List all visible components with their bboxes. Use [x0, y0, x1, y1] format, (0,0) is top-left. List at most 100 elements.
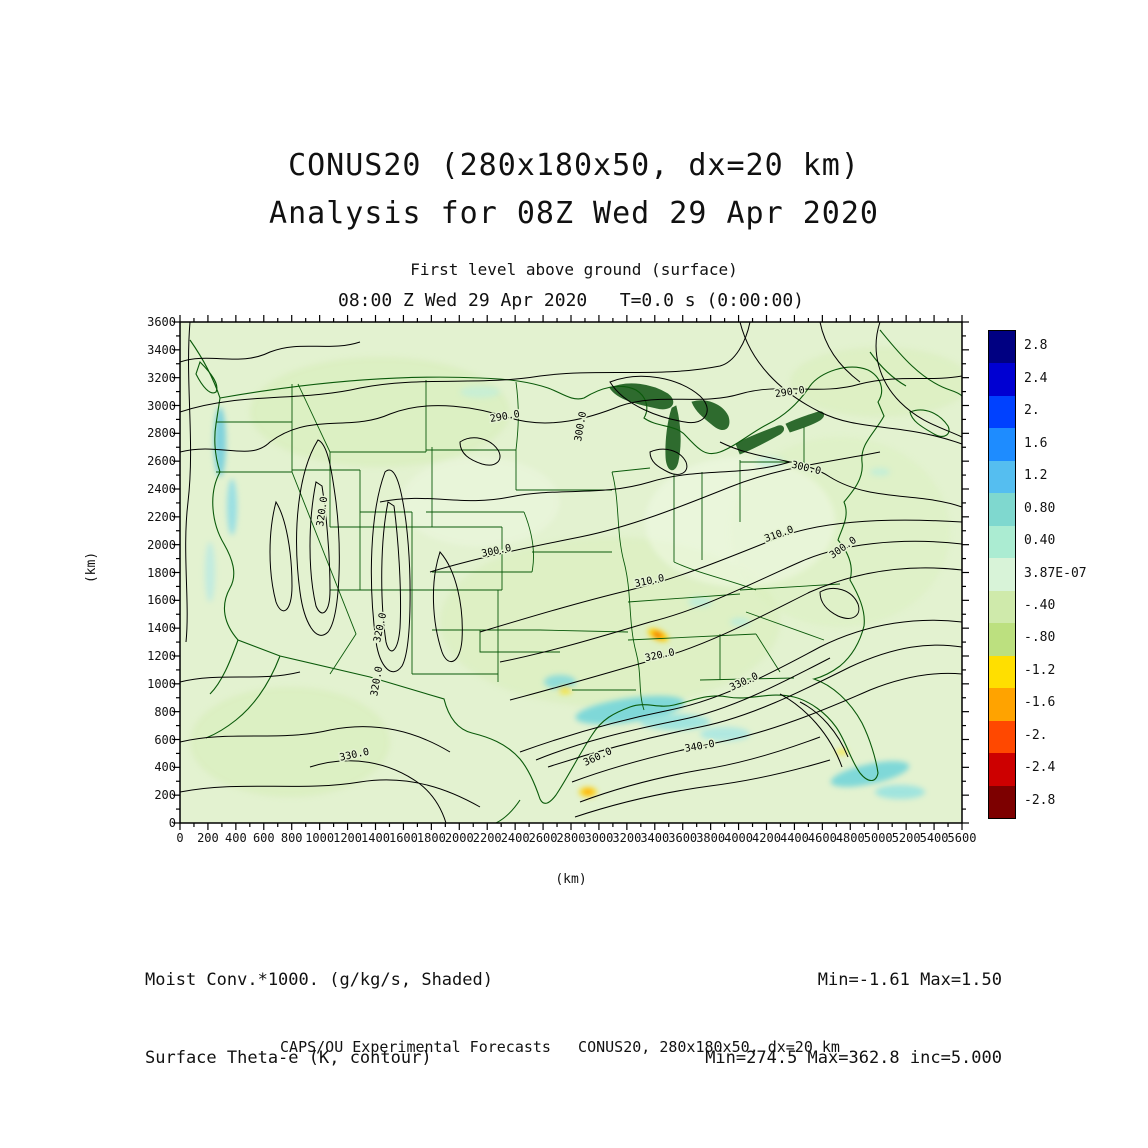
- colorbar-labels: 2.8 2.4 2. 1.6 1.2 0.80 0.40 3.87E-07 -.40 -.80 -1…: [1024, 330, 1114, 817]
- colorbar-tick-label: 2.: [1024, 403, 1040, 419]
- y-tick-label: 3400: [147, 342, 176, 357]
- colorbar-cell: [989, 720, 1015, 754]
- colorbar-tick-label: 1.6: [1024, 435, 1048, 451]
- x-tick-label: 1200: [333, 831, 363, 845]
- shaded-field-washes: [190, 347, 962, 797]
- theta-e-contours: [180, 322, 962, 823]
- state-borders: [216, 380, 841, 711]
- x-tick-label: 1600: [388, 831, 418, 845]
- colorbar-tick-label: -.40: [1024, 597, 1056, 613]
- y-tick-label: 1600: [147, 593, 176, 608]
- valid-time-line: 08:00 Z Wed 29 Apr 2020 T=0.0 s (0:00:00…: [338, 290, 804, 311]
- colorbar-cell: [989, 363, 1015, 396]
- x-tick-label: 3400: [640, 831, 670, 845]
- x-tick-label: 1800: [416, 831, 446, 845]
- y-tick-label: 1000: [147, 676, 176, 691]
- x-tick-label: 5600: [947, 831, 977, 845]
- footer-credit: CAPS/OU Experimental Forecasts CONUS20, …: [280, 1038, 840, 1056]
- y-tick-label: 800: [154, 704, 176, 719]
- x-tick-label: 5200: [891, 831, 921, 845]
- colorbar-cell: [989, 623, 1015, 656]
- colorbar-cell: [989, 590, 1015, 624]
- colorbar-tick-label: -1.2: [1024, 662, 1056, 678]
- shaded-field-label: Moist Conv.*1000. (g/kg/s, Shaded): [145, 970, 493, 990]
- x-tick-label: 4800: [835, 831, 865, 845]
- great-lakes: [609, 383, 824, 471]
- x-tick-label: 2800: [556, 831, 586, 845]
- x-tick-label: 400: [225, 831, 247, 845]
- colorbar-tick-label: 1.2: [1024, 468, 1048, 484]
- x-tick-label: 1000: [305, 831, 335, 845]
- y-tick-label: 1800: [147, 565, 176, 580]
- x-tick-label: 5400: [919, 831, 949, 845]
- colorbar-cell: [989, 655, 1015, 689]
- colorbar-cell: [989, 785, 1015, 819]
- y-tick-label: 2800: [147, 426, 176, 441]
- y-tick-label: 2000: [147, 537, 176, 552]
- colorbar-tick-label: 3.87E-07: [1024, 565, 1087, 581]
- x-tick-label: 0: [176, 831, 184, 845]
- x-tick-label: 4600: [807, 831, 837, 845]
- colorbar-tick-label: 0.40: [1024, 533, 1056, 549]
- x-tick-label: 4400: [779, 831, 809, 845]
- x-tick-label: 4200: [752, 831, 781, 845]
- y-tick-label: 2400: [147, 482, 176, 496]
- plot-subtitle: Analysis for 08Z Wed 29 Apr 2020: [269, 196, 879, 231]
- colorbar-cell: [989, 688, 1015, 721]
- x-tick-label: 2400: [500, 831, 530, 845]
- colorbar-cell: [989, 753, 1015, 786]
- legend-left: Moist Conv.*1000. (g/kg/s, Shaded) Surfa…: [145, 915, 493, 1123]
- contour-field-stats: Min=274.5 Max=362.8 inc=5.000: [705, 1048, 1002, 1068]
- x-tick-label: 2000: [444, 831, 474, 845]
- x-tick-label: 3600: [668, 831, 698, 845]
- us-outline: [212, 366, 885, 804]
- y-tick-label: 600: [154, 732, 176, 747]
- colorbar-cell: [989, 558, 1015, 591]
- x-tick-label: 3800: [696, 831, 726, 845]
- colorbar-cell: [989, 331, 1015, 364]
- y-tick-label: 3600: [147, 315, 176, 329]
- colorbar-tick-label: -2.4: [1024, 760, 1056, 776]
- x-tick-label: 800: [280, 831, 303, 845]
- map-plot: 290.0290.0300.0300.0300.0300.0310.0310.0…: [173, 315, 969, 830]
- y-tick-label: 0: [168, 816, 176, 830]
- colorbar-tick-label: 2.4: [1024, 370, 1048, 386]
- x-tick-labels: 0 200 400 600 800 1000 1200 1400 1600 1800 2000 220…: [176, 831, 976, 847]
- y-tick-labels: 0 200 400 600 800 1000 1200 1400 1600 1800 2000 220…: [130, 315, 176, 830]
- contour-field-label: Surface Theta-e (K, contour): [145, 1048, 432, 1068]
- y-tick-label: 400: [154, 760, 176, 775]
- colorbar-cell: [989, 395, 1015, 429]
- x-axis-title: (km): [555, 872, 587, 887]
- x-tick-label: 3200: [612, 831, 642, 845]
- colorbar-tick-label: -.80: [1024, 630, 1056, 646]
- colorbar: [988, 330, 1016, 819]
- plot-title: CONUS20 (280x180x50, dx=20 km): [288, 148, 860, 183]
- y-axis-title: (km): [84, 551, 100, 584]
- x-tick-label: 200: [197, 831, 219, 845]
- colorbar-tick-label: -1.6: [1024, 695, 1056, 711]
- x-tick-label: 2200: [472, 831, 502, 845]
- shaded-field-stats: Min=-1.61 Max=1.50: [817, 970, 1002, 990]
- x-tick-label: 4000: [724, 831, 754, 845]
- colorbar-cell: [989, 460, 1015, 494]
- colorbar-tick-label: -2.: [1024, 727, 1048, 743]
- y-tick-label: 2600: [147, 454, 176, 469]
- x-tick-label: 600: [252, 831, 275, 845]
- colorbar-cell: [989, 493, 1015, 526]
- y-tick-label: 200: [154, 788, 176, 803]
- colorbar-cell: [989, 428, 1015, 461]
- y-tick-label: 3000: [147, 398, 176, 413]
- x-tick-label: 3000: [584, 831, 614, 845]
- legend-right: Min=-1.61 Max=1.50 Min=274.5 Max=362.8 i…: [705, 915, 1002, 1123]
- y-tick-label: 2200: [147, 509, 176, 524]
- y-tick-label: 3200: [147, 370, 176, 385]
- x-tick-label: 2600: [528, 831, 558, 845]
- colorbar-cell: [989, 525, 1015, 559]
- x-tick-label: 5000: [863, 831, 893, 845]
- colorbar-tick-label: 0.80: [1024, 500, 1056, 516]
- y-tick-label: 1400: [147, 621, 176, 636]
- colorbar-tick-label: 2.8: [1024, 338, 1048, 354]
- axis-tick-marks: [173, 315, 969, 830]
- colorbar-tick-label: -2.8: [1024, 792, 1056, 808]
